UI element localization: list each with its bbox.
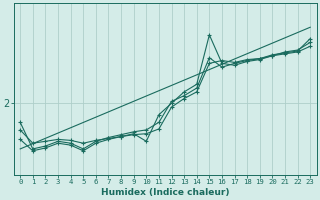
X-axis label: Humidex (Indice chaleur): Humidex (Indice chaleur) — [101, 188, 229, 197]
